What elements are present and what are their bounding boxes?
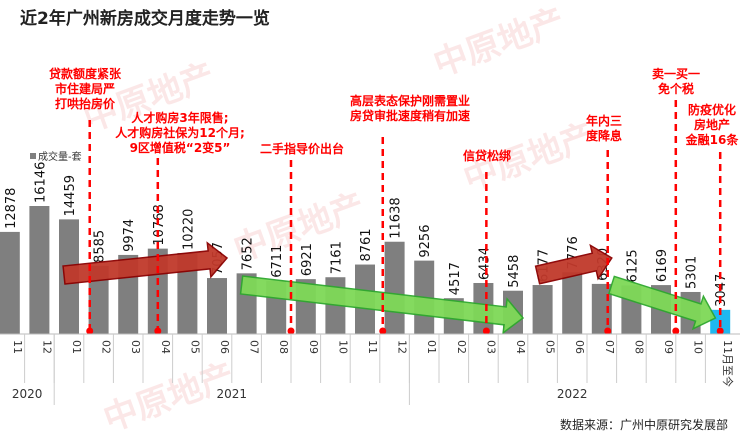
month-label: 07 — [248, 340, 261, 354]
month-label: 10 — [692, 340, 705, 354]
annotation-text: 高层表态保护刚需置业 — [350, 93, 470, 108]
bar-value-label: 11638 — [389, 197, 404, 238]
bar-value-label: 12878 — [4, 188, 19, 229]
annotation-text: 免个税 — [658, 81, 694, 96]
annotation-dot — [86, 327, 94, 335]
annotation-dot — [672, 327, 680, 335]
month-label: 06 — [573, 340, 586, 354]
year-label: 2021 — [217, 387, 248, 401]
annotation-dot — [287, 327, 295, 335]
annotation-text: 年内三 — [586, 113, 622, 128]
bar-value-label: 10768 — [152, 204, 167, 245]
month-label: 04 — [159, 340, 172, 354]
annotation-text: 贷款额度紧张 — [49, 66, 122, 81]
annotation-dot — [154, 327, 162, 335]
annotation-text: 卖一买一 — [652, 66, 700, 81]
year-label: 2020 — [12, 387, 43, 401]
month-label: 05 — [544, 340, 557, 354]
month-label: 09 — [307, 340, 320, 354]
bar-value-label: 4517 — [448, 262, 463, 295]
annotation-text: 信贷松绑 — [463, 148, 511, 163]
month-label: 06 — [218, 340, 231, 354]
data-source: 数据来源：广州中原研究发展部 — [559, 418, 728, 432]
annotation-text: 房地产 — [694, 117, 730, 132]
chart-title: 近2年广州新房成交月度走势一览 — [20, 9, 270, 29]
month-label: 11月至今 — [721, 340, 735, 387]
bar-value-label: 6434 — [477, 247, 492, 280]
trend-arrow-down — [239, 275, 525, 335]
bar — [532, 285, 553, 334]
month-label: 01 — [425, 340, 438, 354]
month-label: 01 — [70, 340, 83, 354]
bar-value-label: 5301 — [685, 256, 700, 289]
month-label: 07 — [603, 340, 616, 354]
month-label: 11 — [11, 340, 24, 354]
bar-value-label: 14459 — [63, 175, 78, 216]
bar — [207, 278, 227, 334]
annotation-dot — [716, 327, 724, 335]
bar-value-label: 10220 — [181, 209, 196, 250]
month-label: 10 — [336, 340, 349, 354]
bar-value-label: 9974 — [122, 219, 137, 252]
bar-value-label: 8761 — [359, 228, 374, 261]
annotation-text: 人才购房3年限售; — [131, 110, 228, 125]
month-label: 09 — [662, 340, 675, 354]
bar-value-label: 6169 — [655, 249, 670, 282]
annotation-text: 金融16条 — [685, 132, 740, 147]
year-label: 2022 — [557, 387, 588, 401]
bar — [562, 272, 583, 334]
annotation-text: 打哄抬房价 — [55, 96, 116, 111]
annotation-text: 度降息 — [586, 128, 622, 143]
month-label: 08 — [632, 340, 645, 354]
annotation-text: 9区增值税“2变5” — [130, 140, 231, 155]
bar-value-label: 16146 — [33, 162, 48, 203]
bar-value-label: 9256 — [418, 225, 433, 258]
bar-value-label: 7161 — [329, 241, 344, 274]
month-label: 02 — [100, 340, 113, 354]
legend-swatch — [30, 153, 36, 159]
annotation-text: 防疫优化 — [688, 102, 736, 117]
trend-arrow-down — [607, 275, 717, 331]
bar-value-label: 8585 — [93, 230, 108, 263]
month-label: 04 — [514, 340, 527, 354]
annotation-text: 二手指导价出台 — [260, 141, 344, 156]
trend-arrow-up — [534, 243, 613, 285]
bar — [0, 231, 20, 334]
bar — [177, 252, 198, 334]
bar — [29, 206, 50, 334]
bar — [384, 241, 405, 334]
bar-value-label: 6711 — [270, 245, 285, 278]
month-label: 12 — [396, 340, 409, 354]
bar-value-label: 3047 — [714, 274, 729, 307]
bar-value-label: 6921 — [300, 243, 315, 276]
trend-arrow-up — [62, 241, 229, 285]
legend-label: 成交量-套 — [38, 150, 82, 163]
annotation-text: 市住建局严 — [55, 81, 115, 96]
annotation-dot — [604, 327, 612, 335]
month-label: 03 — [484, 340, 497, 354]
month-label: 02 — [455, 340, 468, 354]
month-label: 03 — [129, 340, 142, 354]
month-label: 11 — [366, 340, 379, 354]
bar-value-label: 5458 — [507, 255, 522, 288]
bar-value-label: 7652 — [241, 237, 256, 270]
annotation-text: 房贷审批速度稍有加速 — [350, 108, 470, 123]
annotation-dot — [379, 327, 387, 335]
month-label: 12 — [40, 340, 53, 354]
month-label: 08 — [277, 340, 290, 354]
bar-value-label: 6125 — [625, 249, 640, 282]
bar — [88, 265, 109, 334]
annotation-text: 人才购房社保为12个月; — [115, 125, 245, 140]
month-label: 05 — [188, 340, 201, 354]
annotation-dot — [482, 327, 490, 335]
